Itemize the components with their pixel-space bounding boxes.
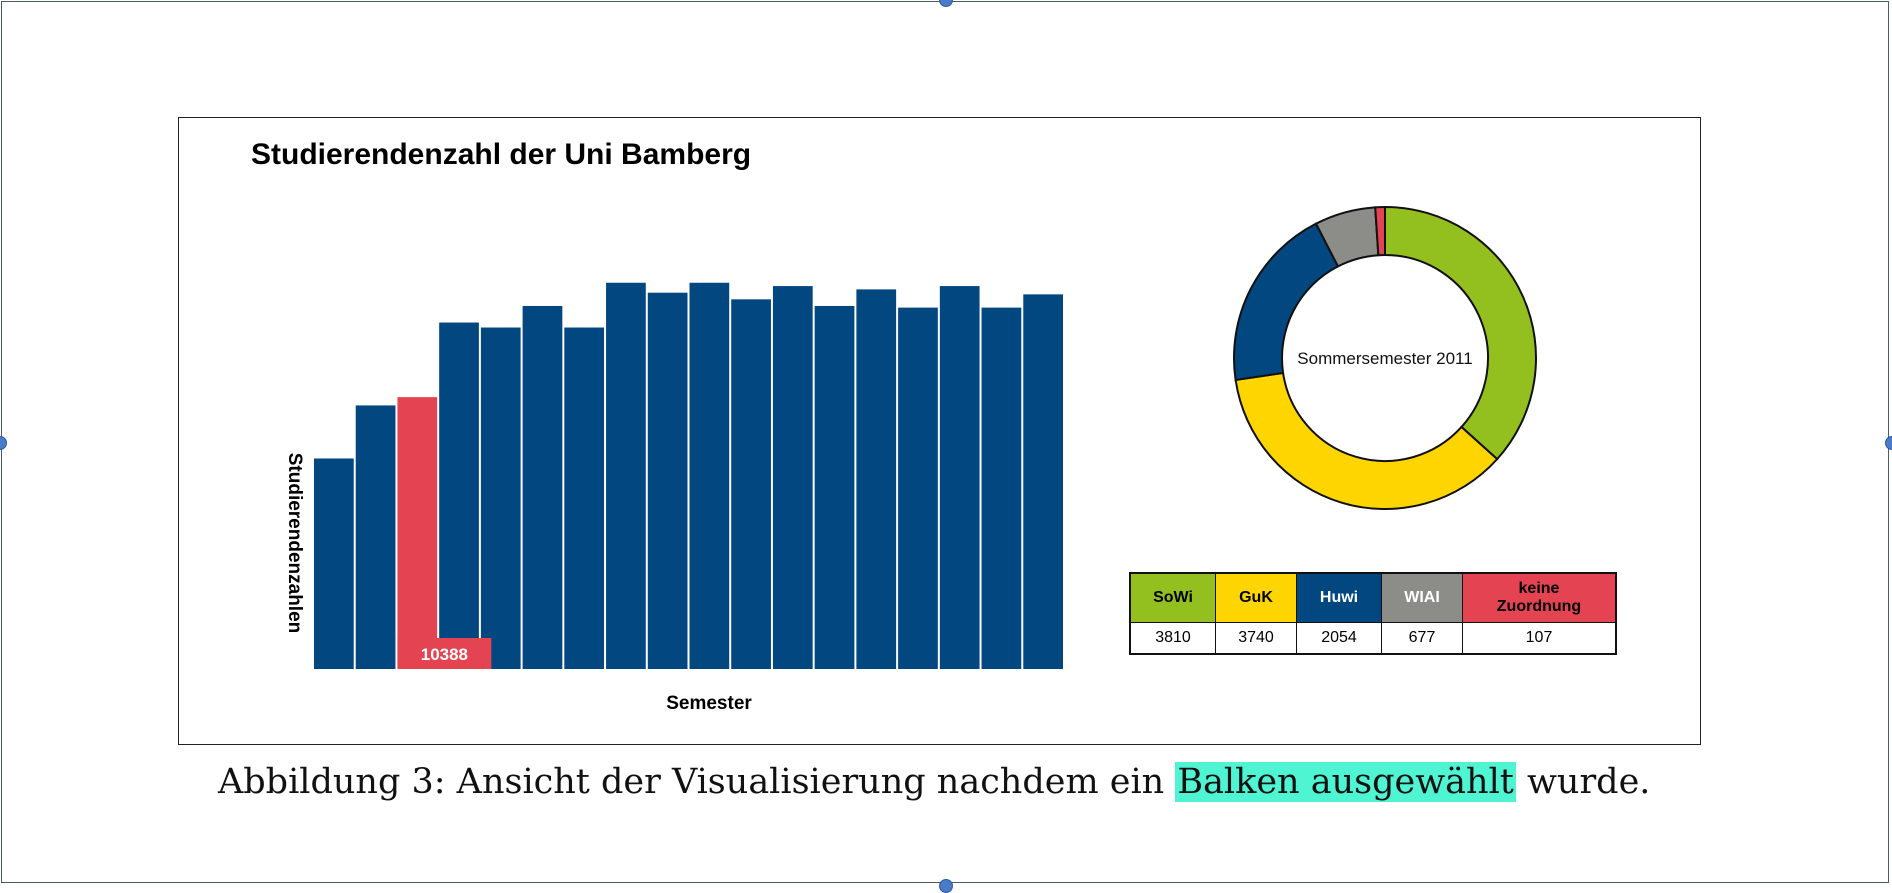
bar-value-label: 10388 bbox=[421, 645, 468, 664]
legend-table: SoWi GuK Huwi WIAI keine Zuordnung 3810 3740 20… bbox=[1129, 572, 1617, 655]
legend-value: 107 bbox=[1462, 622, 1617, 655]
legend-value: 677 bbox=[1381, 622, 1463, 655]
legend-value: 3740 bbox=[1215, 622, 1297, 655]
donut-slice-guk[interactable] bbox=[1234, 371, 1499, 510]
donut-chart: Sommersemester 2011 bbox=[1233, 205, 1537, 510]
legend-header-wiai: WIAI bbox=[1381, 572, 1463, 623]
donut-slice-keine-zuordnung[interactable] bbox=[1374, 205, 1386, 257]
caption-text-after: wurde. bbox=[1515, 762, 1651, 802]
caption-highlight: Balken ausgewählt bbox=[1175, 762, 1516, 802]
bar[interactable] bbox=[564, 327, 605, 669]
caption-text-before: Abbildung 3: Ansicht der Visualisierung … bbox=[218, 762, 1176, 802]
bar[interactable] bbox=[647, 292, 688, 669]
bar[interactable] bbox=[439, 322, 479, 669]
bar-chart: 10388 bbox=[314, 282, 1063, 669]
x-axis-label: Semester bbox=[666, 693, 752, 714]
donut-center-label: Sommersemester 2011 bbox=[1297, 349, 1472, 368]
bar[interactable] bbox=[856, 289, 897, 669]
bar[interactable] bbox=[939, 286, 980, 669]
bar[interactable] bbox=[898, 307, 938, 669]
legend-value: 3810 bbox=[1129, 622, 1216, 655]
chart-title: Studierendenzahl der Uni Bamberg bbox=[251, 138, 752, 171]
resize-handle-bottom[interactable] bbox=[939, 879, 953, 893]
figure: Studierendenzahl der Uni Bamberg Studier… bbox=[178, 117, 1701, 745]
bar[interactable] bbox=[689, 282, 730, 669]
bar[interactable] bbox=[606, 282, 646, 669]
legend-header-huwi: Huwi bbox=[1296, 572, 1382, 623]
figure-caption: Abbildung 3: Ansicht der Visualisierung … bbox=[218, 762, 1650, 802]
bar-selected[interactable] bbox=[397, 397, 438, 669]
bar[interactable] bbox=[355, 405, 396, 669]
bar[interactable] bbox=[314, 458, 354, 669]
bar[interactable] bbox=[772, 286, 813, 669]
resize-handle-right[interactable] bbox=[1885, 436, 1892, 450]
legend-header-sowi: SoWi bbox=[1129, 572, 1216, 623]
bar[interactable] bbox=[814, 305, 855, 669]
bar[interactable] bbox=[480, 327, 521, 669]
bar[interactable] bbox=[731, 299, 771, 669]
bar[interactable] bbox=[981, 307, 1022, 669]
legend-value: 2054 bbox=[1296, 622, 1382, 655]
legend-header-guk: GuK bbox=[1215, 572, 1297, 623]
bar-value-label-background bbox=[397, 638, 492, 669]
legend-header-keine-zuordnung: keine Zuordnung bbox=[1462, 572, 1617, 623]
bar[interactable] bbox=[1023, 294, 1063, 669]
donut-slice-sowi[interactable] bbox=[1384, 205, 1537, 461]
bar[interactable] bbox=[522, 305, 563, 669]
